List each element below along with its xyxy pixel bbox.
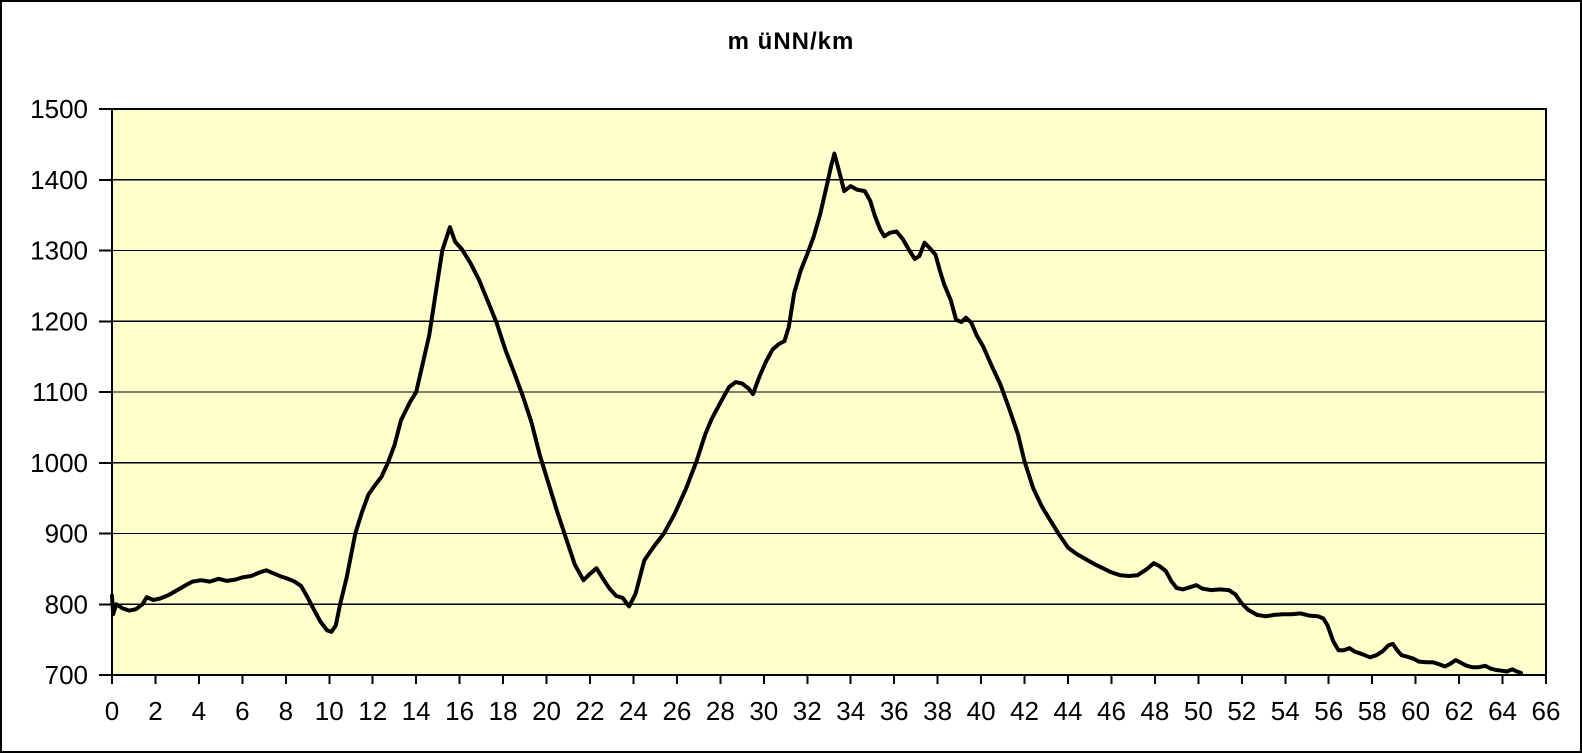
x-axis-label: 26 (662, 696, 691, 726)
x-axis-label: 8 (279, 696, 293, 726)
y-axis-label: 700 (45, 660, 88, 690)
x-axis-label: 44 (1054, 696, 1083, 726)
x-axis-label: 36 (880, 696, 909, 726)
x-axis-label: 34 (836, 696, 865, 726)
x-axis-label: 50 (1184, 696, 1213, 726)
chart-title: m üNN/km (727, 28, 855, 55)
y-axis-label: 1300 (30, 236, 88, 266)
x-axis-label: 18 (489, 696, 518, 726)
x-axis-label: 14 (402, 696, 431, 726)
x-axis-label: 42 (1010, 696, 1039, 726)
x-axis-label: 0 (105, 696, 119, 726)
x-axis-label: 60 (1401, 696, 1430, 726)
x-axis-label: 28 (706, 696, 735, 726)
y-axis-label: 900 (45, 519, 88, 549)
x-axis-label: 6 (235, 696, 249, 726)
y-axis-label: 1000 (30, 448, 88, 478)
y-axis-label: 1200 (30, 306, 88, 336)
x-axis-label: 22 (576, 696, 605, 726)
x-axis-label: 24 (619, 696, 648, 726)
x-axis-label: 30 (749, 696, 778, 726)
y-axis-label: 1100 (32, 377, 88, 407)
x-axis-label: 4 (192, 696, 206, 726)
x-axis-label: 16 (445, 696, 474, 726)
y-axis-label: 1500 (30, 94, 88, 124)
x-axis-label: 52 (1227, 696, 1256, 726)
x-axis-label: 10 (315, 696, 344, 726)
x-axis-label: 40 (967, 696, 996, 726)
x-axis-label: 58 (1358, 696, 1387, 726)
x-axis-label: 54 (1271, 696, 1300, 726)
x-axis-label: 66 (1532, 696, 1561, 726)
x-axis-label: 12 (358, 696, 387, 726)
x-axis-label: 38 (923, 696, 952, 726)
x-axis-label: 64 (1488, 696, 1517, 726)
series-elevation-profile (110, 151, 1523, 675)
x-axis-label: 46 (1097, 696, 1126, 726)
x-axis-label: 32 (793, 696, 822, 726)
x-axis-label: 62 (1445, 696, 1474, 726)
x-axis-label: 48 (1140, 696, 1169, 726)
y-axis-label: 800 (45, 589, 88, 619)
x-axis-label: 20 (532, 696, 561, 726)
x-axis-label: 2 (148, 696, 162, 726)
x-axis-label: 56 (1314, 696, 1343, 726)
y-axis-label: 1400 (30, 165, 88, 195)
